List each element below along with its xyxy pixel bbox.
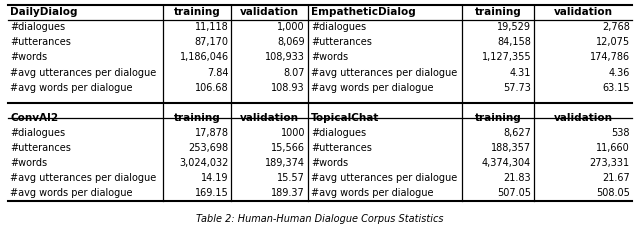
Text: EmpatheticDialog: EmpatheticDialog xyxy=(311,7,416,17)
Text: #words: #words xyxy=(311,52,348,62)
Text: 1000: 1000 xyxy=(280,128,305,138)
Text: 169.15: 169.15 xyxy=(195,188,229,198)
Text: #utterances: #utterances xyxy=(311,143,372,153)
Text: 189.37: 189.37 xyxy=(271,188,305,198)
Text: 2,768: 2,768 xyxy=(602,22,630,32)
Text: #avg words per dialogue: #avg words per dialogue xyxy=(311,188,434,198)
Text: 11,660: 11,660 xyxy=(596,143,630,153)
Text: ConvAI2: ConvAI2 xyxy=(10,113,58,123)
Text: #avg utterances per dialogue: #avg utterances per dialogue xyxy=(10,68,156,78)
Text: #utterances: #utterances xyxy=(10,143,71,153)
Text: #utterances: #utterances xyxy=(311,37,372,47)
Text: Table 2: Human-Human Dialogue Corpus Statistics: Table 2: Human-Human Dialogue Corpus Sta… xyxy=(196,214,444,224)
Text: validation: validation xyxy=(554,113,612,123)
Text: training: training xyxy=(475,7,522,17)
Text: #dialogues: #dialogues xyxy=(311,128,366,138)
Text: #dialogues: #dialogues xyxy=(10,128,65,138)
Text: 12,075: 12,075 xyxy=(596,37,630,47)
Text: #avg words per dialogue: #avg words per dialogue xyxy=(10,83,132,93)
Text: 14.19: 14.19 xyxy=(202,173,229,183)
Text: 11,118: 11,118 xyxy=(195,22,229,32)
Text: training: training xyxy=(173,113,220,123)
Text: 8,069: 8,069 xyxy=(277,37,305,47)
Text: 3,024,032: 3,024,032 xyxy=(179,158,229,168)
Text: 63.15: 63.15 xyxy=(602,83,630,93)
Text: 273,331: 273,331 xyxy=(589,158,630,168)
Text: 4.31: 4.31 xyxy=(509,68,531,78)
Text: 1,127,355: 1,127,355 xyxy=(481,52,531,62)
Text: DailyDialog: DailyDialog xyxy=(10,7,77,17)
Text: 87,170: 87,170 xyxy=(195,37,229,47)
Text: #avg words per dialogue: #avg words per dialogue xyxy=(311,83,434,93)
Text: 15.57: 15.57 xyxy=(277,173,305,183)
Text: 17,878: 17,878 xyxy=(195,128,229,138)
Text: 8,627: 8,627 xyxy=(503,128,531,138)
Text: #words: #words xyxy=(10,158,47,168)
Text: 253,698: 253,698 xyxy=(189,143,229,153)
Text: #avg utterances per dialogue: #avg utterances per dialogue xyxy=(311,173,458,183)
Text: 4.36: 4.36 xyxy=(609,68,630,78)
Text: 508.05: 508.05 xyxy=(596,188,630,198)
Text: 1,186,046: 1,186,046 xyxy=(180,52,229,62)
Text: #dialogues: #dialogues xyxy=(311,22,366,32)
Text: 7.84: 7.84 xyxy=(207,68,229,78)
Text: TopicalChat: TopicalChat xyxy=(311,113,380,123)
Text: 4,374,304: 4,374,304 xyxy=(482,158,531,168)
Text: 108,933: 108,933 xyxy=(265,52,305,62)
Text: training: training xyxy=(475,113,522,123)
Text: 8.07: 8.07 xyxy=(284,68,305,78)
Text: 189,374: 189,374 xyxy=(265,158,305,168)
Text: #utterances: #utterances xyxy=(10,37,71,47)
Text: #dialogues: #dialogues xyxy=(10,22,65,32)
Text: 108.93: 108.93 xyxy=(271,83,305,93)
Text: 538: 538 xyxy=(611,128,630,138)
Text: #avg utterances per dialogue: #avg utterances per dialogue xyxy=(311,68,458,78)
Text: 21.83: 21.83 xyxy=(504,173,531,183)
Text: training: training xyxy=(173,7,220,17)
Text: validation: validation xyxy=(240,7,299,17)
Text: 174,786: 174,786 xyxy=(589,52,630,62)
Text: validation: validation xyxy=(240,113,299,123)
Text: 188,357: 188,357 xyxy=(491,143,531,153)
Text: 15,566: 15,566 xyxy=(271,143,305,153)
Text: #avg utterances per dialogue: #avg utterances per dialogue xyxy=(10,173,156,183)
Text: 106.68: 106.68 xyxy=(195,83,229,93)
Text: 57.73: 57.73 xyxy=(503,83,531,93)
Text: 1,000: 1,000 xyxy=(277,22,305,32)
Text: #words: #words xyxy=(10,52,47,62)
Text: #avg words per dialogue: #avg words per dialogue xyxy=(10,188,132,198)
Text: validation: validation xyxy=(554,7,612,17)
Text: 19,529: 19,529 xyxy=(497,22,531,32)
Text: #words: #words xyxy=(311,158,348,168)
Text: 84,158: 84,158 xyxy=(497,37,531,47)
Text: 21.67: 21.67 xyxy=(602,173,630,183)
Text: 507.05: 507.05 xyxy=(497,188,531,198)
